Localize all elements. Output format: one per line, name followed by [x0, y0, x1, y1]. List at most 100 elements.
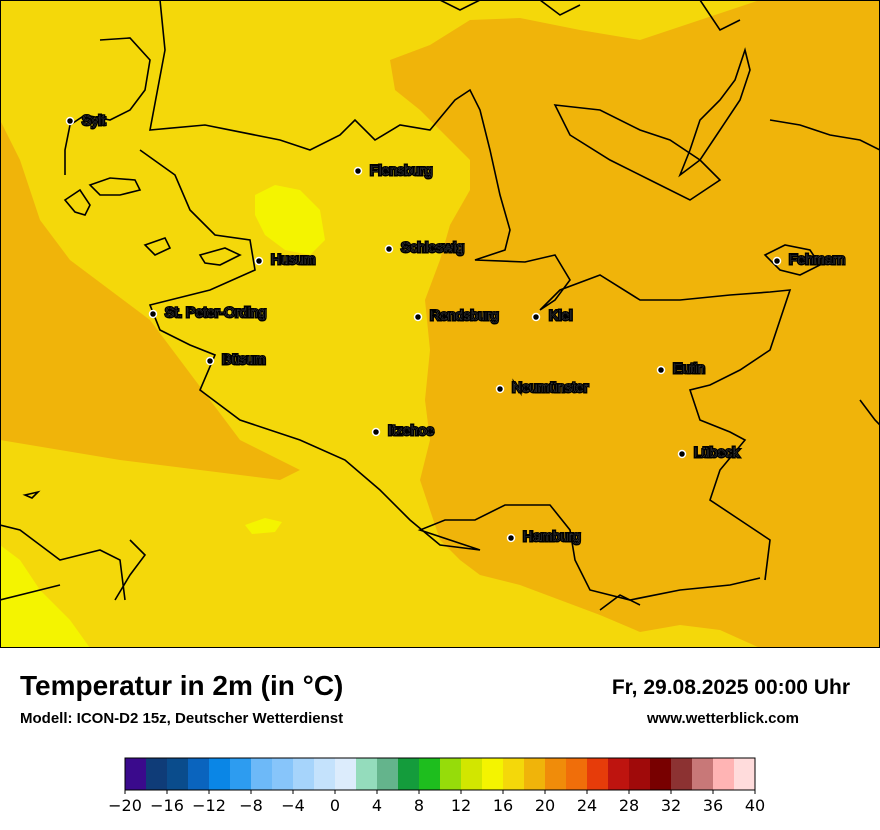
color-bin [230, 758, 252, 790]
color-bin [419, 758, 441, 790]
color-bin [335, 758, 357, 790]
svg-text:Eutin: Eutin [673, 360, 705, 376]
temperature-color-scale: −20 −16 −12 −8 −4 0 4 8 12 16 20 24 28 32 36 40 [108, 757, 765, 815]
scale-tick-label: 32 [661, 796, 681, 815]
color-scale-bins [124, 757, 756, 791]
color-bin [524, 758, 546, 790]
svg-text:Rendsburg: Rendsburg [430, 307, 499, 323]
scale-tick-label: 12 [451, 796, 471, 815]
svg-text:Husum: Husum [271, 251, 315, 267]
scale-tick-label: 0 [330, 796, 340, 815]
svg-text:Schleswig: Schleswig [401, 239, 464, 255]
cool-zone-south [245, 518, 282, 534]
website-link[interactable]: www.wetterblick.com [647, 710, 799, 727]
color-bin [188, 758, 210, 790]
svg-text:Eutin: Eutin [673, 360, 705, 376]
svg-text:Rendsburg: Rendsburg [430, 307, 499, 323]
warm-zone-west [0, 120, 300, 480]
scale-tick-label: 24 [577, 796, 597, 815]
svg-text:St. Peter-Ording: St. Peter-Ording [165, 304, 266, 320]
scale-tick-label: −12 [192, 796, 226, 815]
color-bin [398, 758, 420, 790]
svg-text:Neumünster: Neumünster [512, 379, 589, 395]
svg-text:Lübeck: Lübeck [694, 444, 740, 460]
svg-text:Fehmarn: Fehmarn [789, 251, 845, 267]
svg-text:Büsum: Büsum [222, 351, 266, 367]
color-bin [587, 758, 609, 790]
cool-zone-southwest [0, 545, 90, 648]
color-bin [566, 758, 588, 790]
svg-text:Hamburg: Hamburg [523, 528, 581, 544]
color-bin [167, 758, 189, 790]
color-bin [650, 758, 672, 790]
svg-text:Kiel: Kiel [549, 307, 572, 323]
scale-tick-label: 20 [535, 796, 555, 815]
color-bin [251, 758, 273, 790]
color-bin [440, 758, 462, 790]
color-bin [293, 758, 315, 790]
color-bin [692, 758, 714, 790]
color-bin [545, 758, 567, 790]
svg-text:St. Peter-Ording: St. Peter-Ording [165, 304, 266, 320]
svg-text:Neumünster: Neumünster [512, 379, 589, 395]
model-source: Modell: ICON-D2 15z, Deutscher Wetterdie… [20, 710, 344, 727]
scale-tick-label: −4 [281, 796, 305, 815]
svg-text:Büsum: Büsum [222, 351, 266, 367]
color-bin [377, 758, 399, 790]
color-bin [272, 758, 294, 790]
svg-text:Kiel: Kiel [549, 307, 572, 323]
color-bin [608, 758, 630, 790]
scale-tick-label: 36 [703, 796, 723, 815]
svg-text:Husum: Husum [271, 251, 315, 267]
svg-text:Itzehoe: Itzehoe [388, 422, 434, 438]
forecast-datetime: Fr, 29.08.2025 00:00 Uhr [611, 676, 850, 699]
cool-zone-husum [255, 185, 325, 255]
svg-text:Sylt: Sylt [82, 112, 105, 128]
svg-text:Fehmarn: Fehmarn [789, 251, 845, 267]
svg-text:Sylt: Sylt [82, 112, 105, 128]
svg-text:Schleswig: Schleswig [401, 239, 464, 255]
scale-tick-label: −16 [150, 796, 184, 815]
scale-tick-label: 4 [372, 796, 382, 815]
color-bin [713, 758, 735, 790]
color-bin [461, 758, 483, 790]
scale-tick-label: −20 [108, 796, 142, 815]
color-bin [125, 758, 147, 790]
color-bin [482, 758, 504, 790]
color-bin [629, 758, 651, 790]
color-scale-ticks: −20 −16 −12 −8 −4 0 4 8 12 16 20 24 28 32 36 40 [108, 790, 765, 815]
svg-text:Hamburg: Hamburg [523, 528, 581, 544]
color-bin [314, 758, 336, 790]
scale-tick-label: 16 [493, 796, 513, 815]
svg-text:Itzehoe: Itzehoe [388, 422, 434, 438]
coastlines [0, 0, 880, 611]
svg-text:Lübeck: Lübeck [694, 444, 740, 460]
color-scale-frame [124, 757, 756, 791]
color-bin [503, 758, 525, 790]
scale-tick-label: 8 [414, 796, 424, 815]
color-bin [146, 758, 168, 790]
svg-text:Flensburg: Flensburg [370, 162, 432, 178]
color-bin [209, 758, 231, 790]
color-bin [671, 758, 693, 790]
svg-text:Flensburg: Flensburg [370, 162, 432, 178]
color-bin [734, 758, 756, 790]
scale-tick-label: 40 [745, 796, 765, 815]
map-title: Temperatur in 2m (in °C) [20, 670, 344, 701]
